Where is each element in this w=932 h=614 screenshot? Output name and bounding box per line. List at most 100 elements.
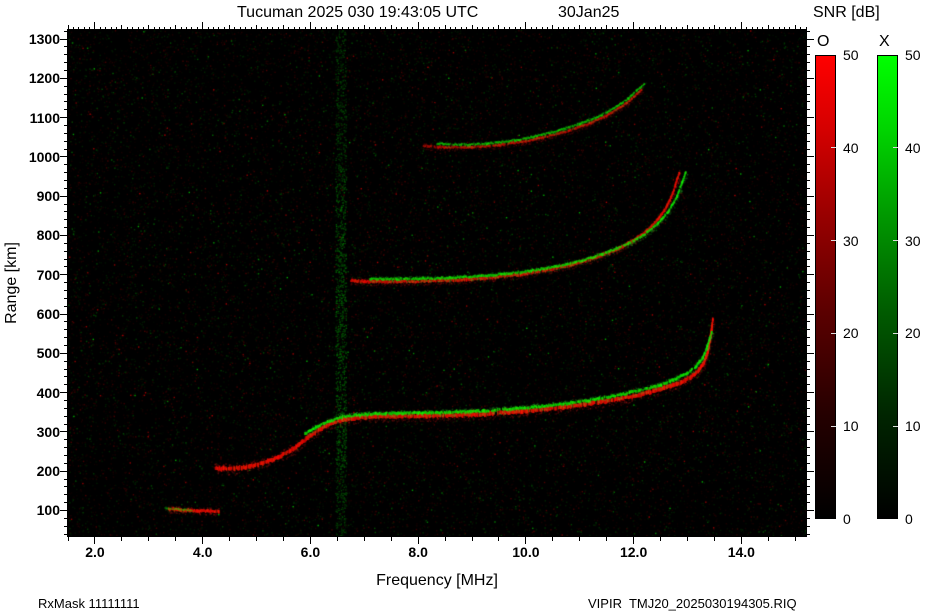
x-fine-tick (519, 27, 521, 29)
y-minor-tick (64, 250, 67, 252)
x-fine-tick (186, 27, 187, 29)
o-colorbar-tick-label: 50 (843, 47, 859, 63)
y-minor-tick (64, 227, 67, 229)
x-minor-tick (67, 537, 69, 541)
colorbar-title: SNR [dB] (813, 4, 880, 21)
y-tick-label: 1000 (28, 148, 60, 165)
x-major-tick (633, 537, 635, 544)
x-minor-tick (175, 537, 177, 541)
o-mode-label: O (817, 33, 830, 50)
y-minor-tick (807, 187, 810, 189)
x-fine-tick (315, 27, 317, 29)
y-tick-label: 600 (36, 306, 60, 323)
x-fine-tick (293, 27, 295, 29)
x-fine-tick (110, 27, 112, 29)
x-fine-tick (487, 27, 489, 29)
y-minor-tick (807, 124, 810, 126)
x-fine-tick (423, 27, 425, 29)
y-minor-tick (64, 30, 67, 32)
x-fine-tick (573, 27, 575, 29)
x-minor-tick (256, 537, 258, 541)
x-colorbar-tick (893, 425, 898, 427)
x-fine-tick (105, 27, 107, 29)
x-minor-tick (121, 537, 123, 541)
x-minor-tick (713, 25, 715, 29)
x-major-tick (309, 22, 311, 29)
x-fine-tick (514, 27, 516, 29)
x-fine-tick (649, 27, 651, 29)
x-fine-tick (616, 27, 618, 29)
y-minor-tick (807, 329, 810, 331)
x-fine-tick (433, 27, 435, 29)
x-fine-tick (250, 27, 252, 29)
ionogram-plot-area (67, 29, 807, 537)
x-minor-tick (660, 537, 662, 541)
y-major-tick (807, 313, 814, 315)
x-fine-tick (676, 27, 678, 29)
y-major-tick (60, 38, 67, 40)
y-minor-tick (807, 30, 810, 32)
x-fine-tick (563, 27, 565, 29)
x-fine-tick (751, 27, 753, 29)
y-major-tick (807, 117, 814, 119)
y-minor-tick (64, 179, 67, 181)
x-minor-tick (363, 537, 365, 541)
y-minor-tick (64, 494, 67, 496)
y-minor-tick (807, 423, 810, 425)
y-minor-tick (807, 337, 810, 339)
y-minor-tick (64, 399, 67, 401)
x-fine-tick (342, 27, 344, 29)
y-major-tick (807, 156, 814, 158)
x-minor-tick (121, 25, 123, 29)
o-colorbar-tick-label: 0 (843, 511, 851, 527)
y-minor-tick (64, 478, 67, 480)
y-minor-tick (64, 525, 67, 527)
x-major-tick (94, 22, 96, 29)
y-minor-tick (64, 69, 67, 71)
x-fine-tick (304, 27, 306, 29)
x-minor-tick (390, 25, 392, 29)
y-major-tick (807, 470, 814, 472)
y-major-tick (60, 117, 67, 119)
x-fine-tick (207, 27, 209, 29)
x-fine-tick (536, 27, 538, 29)
x-fine-tick (665, 27, 667, 29)
y-minor-tick (807, 282, 810, 284)
x-minor-tick (148, 25, 150, 29)
x-fine-tick (115, 27, 117, 29)
y-major-tick (60, 195, 67, 197)
x-minor-tick (148, 537, 150, 541)
y-minor-tick (807, 399, 810, 401)
x-fine-tick (159, 27, 161, 29)
y-minor-tick (807, 69, 810, 71)
y-tick-label: 1200 (28, 70, 60, 87)
x-fine-tick (191, 27, 193, 29)
y-minor-tick (64, 46, 67, 48)
y-minor-tick (807, 85, 810, 87)
x-fine-tick (724, 27, 726, 29)
x-fine-tick (196, 27, 198, 29)
y-major-tick (807, 509, 814, 511)
x-fine-tick (708, 27, 710, 29)
y-minor-tick (64, 187, 67, 189)
y-tick-label: 1300 (28, 31, 60, 48)
x-axis-label: Frequency [MHz] (376, 572, 498, 589)
file-name-text: VIPIR TMJ20_2025030194305.RIQ (588, 596, 797, 611)
y-major-tick (807, 392, 814, 394)
x-minor-tick (686, 537, 688, 541)
x-fine-tick (272, 27, 274, 29)
x-minor-tick (390, 537, 392, 541)
x-colorbar-tick-label: 30 (905, 232, 921, 249)
y-minor-tick (64, 329, 67, 331)
x-fine-tick (449, 27, 451, 29)
y-minor-tick (807, 250, 810, 252)
y-minor-tick (64, 344, 67, 346)
x-major-tick (417, 537, 419, 544)
o-colorbar-tick (831, 425, 836, 427)
x-fine-tick (137, 27, 139, 29)
y-minor-tick (807, 289, 810, 291)
x-minor-tick (794, 25, 796, 29)
y-minor-tick (807, 219, 810, 221)
x-tick-label: 12.0 (619, 544, 648, 560)
x-fine-tick (439, 27, 441, 29)
